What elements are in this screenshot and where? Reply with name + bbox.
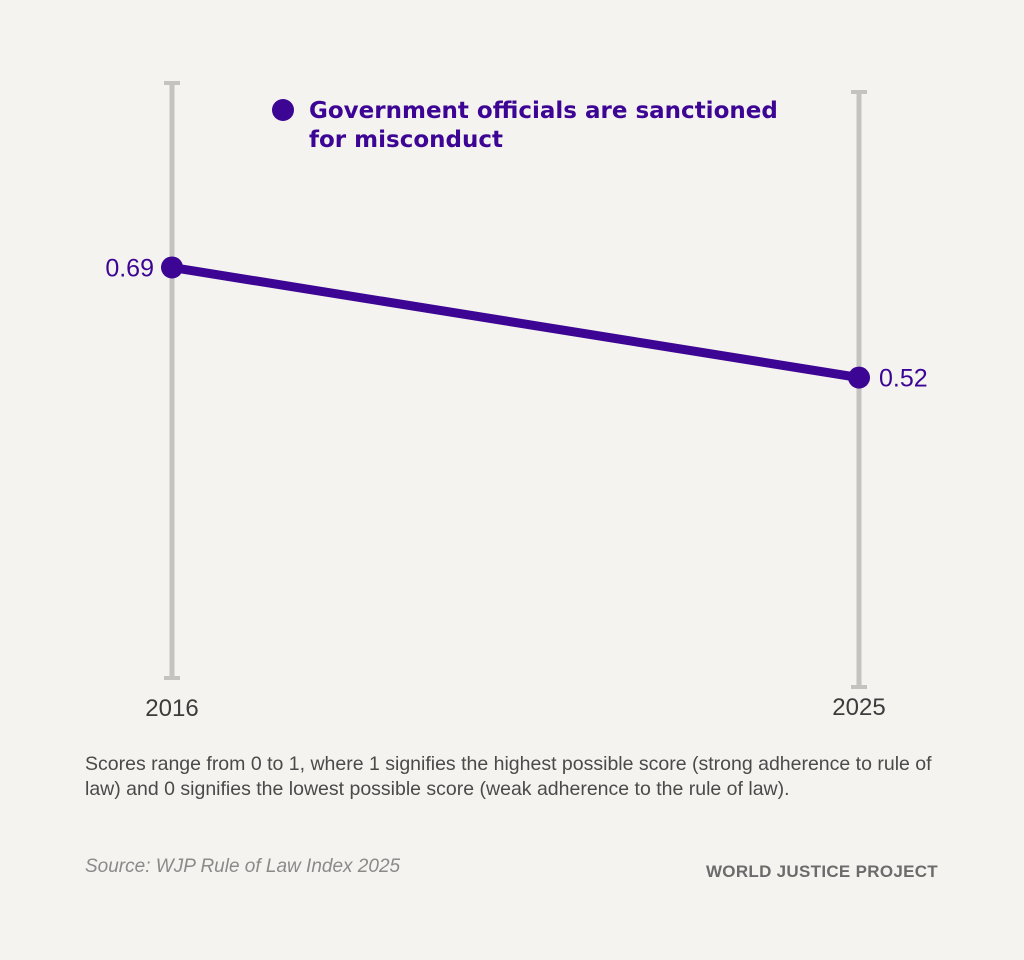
brand-logo-text: WORLD JUSTICE PROJECT xyxy=(705,862,938,881)
series-line xyxy=(167,262,864,383)
data-label-2025: 0.52 xyxy=(879,365,928,393)
legend: Government officials are sanctioned for … xyxy=(272,98,778,153)
x-tick-label-2016: 2016 xyxy=(145,695,198,722)
data-label-2016: 0.69 xyxy=(105,254,154,282)
data-point-2025 xyxy=(848,366,870,389)
legend-marker xyxy=(272,99,294,121)
source-text: Source: WJP Rule of Law Index 2025 xyxy=(85,856,401,877)
scale-note: Scores range from 0 to 1, where 1 signif… xyxy=(85,753,932,800)
axes-layer: 2016 2025 xyxy=(145,81,886,722)
slope-chart: 2016 2025 0.69 0.52 Government officials a… xyxy=(105,81,928,722)
x-tick-label-2025: 2025 xyxy=(832,694,885,721)
legend-label-line-2: for misconduct xyxy=(309,127,503,153)
series-layer: 0.69 0.52 xyxy=(105,254,927,392)
legend-label-line-1: Government officials are sanctioned xyxy=(309,98,778,124)
data-point-2016 xyxy=(161,256,183,279)
